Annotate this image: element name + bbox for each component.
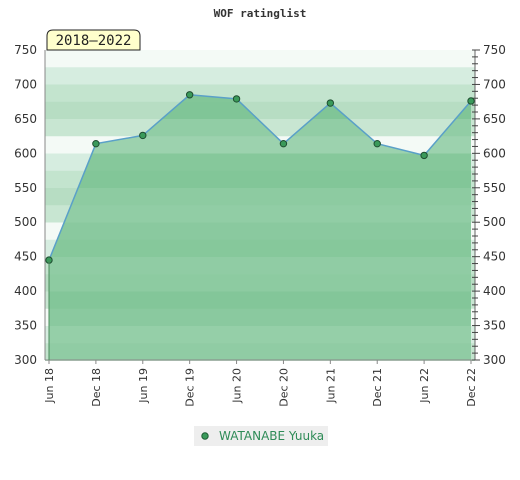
grid-band <box>45 50 475 68</box>
y-tick-label-left: 650 <box>14 112 37 126</box>
y-tick-label-left: 750 <box>14 43 37 57</box>
x-tick-label: Dec 22 <box>465 368 478 407</box>
y-tick-label-right: 450 <box>483 250 506 264</box>
y-tick-label-right: 550 <box>483 181 506 195</box>
y-tick-label-right: 750 <box>483 43 506 57</box>
legend-marker-icon <box>201 432 209 440</box>
x-tick-label: Jun 19 <box>137 368 150 404</box>
data-point <box>420 151 428 160</box>
x-axis: Jun 18 Dec 18 Jun 19 Dec 19 Jun 20 Dec 20 Jun … <box>43 360 478 407</box>
y-tick-label-left: 550 <box>14 181 37 195</box>
legend-entry-watanabe-yuuka: WATANABE Yuuka <box>219 429 324 443</box>
x-tick-label: Dec 20 <box>277 368 290 407</box>
data-points <box>45 91 475 360</box>
y-axis-right: 300 350 400 450 500 550 600 650 700 750 <box>483 43 506 367</box>
x-tick-label: Jun 22 <box>418 368 431 404</box>
y-tick-label-right: 350 <box>483 319 506 333</box>
data-point <box>373 139 381 148</box>
y-tick-label-right: 650 <box>483 112 506 126</box>
y-tick-label-left: 500 <box>14 215 37 229</box>
grid-band <box>45 84 475 103</box>
data-point <box>92 139 100 148</box>
y-tick-label-left: 300 <box>14 353 37 367</box>
y-tick-label-left: 350 <box>14 319 37 333</box>
area-stripe <box>49 222 471 257</box>
y-tick-label-right: 700 <box>483 77 506 91</box>
legend: WATANABE Yuuka <box>194 426 328 446</box>
x-tick-label: Dec 18 <box>90 368 103 407</box>
grid-band <box>45 101 475 120</box>
y-tick-label-left: 700 <box>14 77 37 91</box>
axes <box>44 49 480 361</box>
x-tick-label: Jun 18 <box>43 368 56 404</box>
x-tick-label: Jun 20 <box>231 368 244 404</box>
x-tick-label: Dec 21 <box>371 368 384 407</box>
series-area <box>49 94 471 361</box>
period-badge: 2018–2022 <box>46 29 141 51</box>
x-tick-label: Dec 19 <box>184 368 197 407</box>
y-tick-label-left: 600 <box>14 146 37 160</box>
data-point <box>467 97 475 105</box>
data-point <box>232 95 241 103</box>
data-point <box>326 99 335 107</box>
y-tick-label-right: 600 <box>483 146 506 160</box>
period-badge-box <box>46 29 141 51</box>
data-point <box>185 91 194 99</box>
grid-band <box>45 67 475 85</box>
period-badge-label: 2018–2022 <box>56 33 132 49</box>
y-tick-label-right: 400 <box>483 284 506 298</box>
data-point <box>139 131 147 140</box>
chart-title: WOF ratinglist <box>214 7 307 20</box>
y-tick-label-right: 300 <box>483 353 506 367</box>
y-tick-label-left: 450 <box>14 250 37 264</box>
y-axis-left: 300 350 400 450 500 550 600 650 700 750 <box>14 43 37 367</box>
series-line <box>48 94 472 261</box>
data-point <box>279 139 288 148</box>
y-tick-label-right: 500 <box>483 215 506 229</box>
x-tick-label: Jun 21 <box>324 368 337 404</box>
y-tick-label-left: 400 <box>14 284 37 298</box>
legend-box <box>194 426 328 446</box>
area-stripe <box>49 153 471 188</box>
area-stripe <box>49 291 471 326</box>
area-layer <box>48 94 472 361</box>
